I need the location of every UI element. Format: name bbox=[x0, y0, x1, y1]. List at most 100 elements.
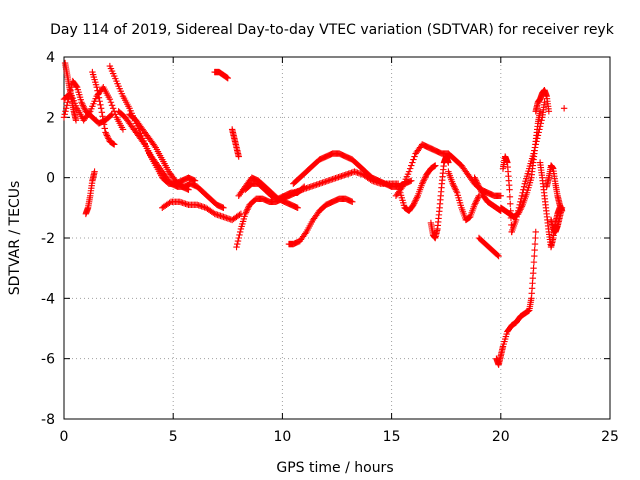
data-point-interp bbox=[236, 228, 244, 236]
y-axis-label: SDTVAR / TECUs bbox=[7, 181, 23, 296]
data-point-interp bbox=[79, 102, 87, 109]
x-tick-label: 15 bbox=[383, 429, 401, 445]
data-point bbox=[471, 201, 478, 209]
data-points bbox=[60, 59, 568, 368]
data-point bbox=[220, 204, 227, 212]
data-point-interp bbox=[533, 138, 540, 145]
data-point bbox=[91, 168, 98, 175]
data-point bbox=[530, 150, 537, 157]
data-point-interp bbox=[99, 113, 106, 120]
data-point bbox=[541, 99, 548, 106]
data-point-interp bbox=[477, 186, 484, 193]
data-point bbox=[106, 96, 114, 103]
data-point-interp bbox=[474, 180, 481, 187]
data-point bbox=[242, 210, 249, 218]
data-point-interp bbox=[515, 204, 523, 212]
data-point-interp bbox=[472, 175, 479, 183]
data-point-interp bbox=[79, 100, 86, 107]
data-point-interp bbox=[235, 234, 242, 242]
data-point bbox=[517, 198, 524, 205]
data-point-interp bbox=[100, 121, 108, 128]
data-point-interp bbox=[236, 231, 243, 239]
data-point bbox=[530, 264, 537, 272]
data-point-interp bbox=[475, 182, 482, 189]
data-point-interp bbox=[234, 237, 242, 245]
y-tick-label: 0 bbox=[46, 171, 55, 187]
data-point bbox=[506, 186, 513, 193]
data-point bbox=[78, 99, 85, 106]
data-point bbox=[410, 201, 417, 209]
data-point-interp bbox=[532, 234, 539, 242]
data-point-interp bbox=[62, 108, 69, 115]
x-tick-label: 25 bbox=[601, 429, 619, 445]
data-point-interp bbox=[244, 206, 251, 213]
data-point bbox=[445, 159, 452, 166]
data-point bbox=[394, 180, 402, 187]
data-point bbox=[235, 153, 242, 160]
x-axis-label: GPS time / hours bbox=[276, 460, 393, 476]
data-point-interp bbox=[473, 197, 480, 204]
data-point-interp bbox=[398, 185, 405, 192]
data-point bbox=[512, 216, 520, 224]
data-point-interp bbox=[80, 103, 87, 110]
data-point bbox=[560, 105, 568, 112]
data-point-interp bbox=[109, 105, 117, 112]
data-point bbox=[418, 180, 426, 187]
data-point-interp bbox=[107, 99, 115, 106]
data-point-interp bbox=[95, 91, 102, 98]
data-point-interp bbox=[81, 105, 88, 112]
data-point bbox=[72, 117, 80, 124]
data-point bbox=[532, 228, 539, 236]
data-point-interp bbox=[520, 183, 528, 190]
y-tick-label: -4 bbox=[41, 291, 55, 307]
data-point-interp bbox=[507, 207, 514, 215]
data-point-interp bbox=[478, 189, 486, 196]
y-tick-label: -8 bbox=[41, 412, 55, 428]
data-point-interp bbox=[96, 98, 103, 105]
data-point bbox=[102, 129, 109, 136]
data-point-interp bbox=[514, 210, 521, 218]
data-point-interp bbox=[513, 213, 521, 221]
y-tick-label: 4 bbox=[46, 50, 55, 66]
data-point-interp bbox=[98, 109, 106, 116]
data-point-interp bbox=[234, 240, 241, 248]
data-point-interp bbox=[506, 193, 514, 200]
data-point bbox=[405, 168, 413, 175]
data-point-interp bbox=[451, 183, 458, 190]
data-point-interp bbox=[100, 117, 107, 124]
data-point bbox=[111, 141, 118, 148]
data-point-interp bbox=[452, 186, 459, 193]
data-point-interp bbox=[518, 192, 526, 199]
data-point-interp bbox=[531, 240, 539, 248]
data-point-interp bbox=[515, 207, 522, 215]
data-point-interp bbox=[421, 174, 429, 181]
data-point-interp bbox=[94, 87, 101, 94]
data-point-interp bbox=[73, 82, 80, 90]
data-point-interp bbox=[516, 201, 523, 209]
data-point-interp bbox=[536, 126, 543, 133]
data-point-interp bbox=[105, 135, 112, 142]
data-point-interp bbox=[450, 182, 457, 189]
data-point bbox=[471, 174, 478, 181]
x-tick-label: 10 bbox=[273, 429, 291, 445]
data-point-interp bbox=[151, 142, 158, 150]
data-point-interp bbox=[531, 246, 538, 254]
data-point-interp bbox=[411, 153, 418, 160]
data-point-interp bbox=[409, 159, 416, 166]
data-point bbox=[349, 198, 356, 205]
data-point-interp bbox=[507, 200, 514, 208]
data-point bbox=[119, 126, 127, 133]
x-tick-label: 5 bbox=[169, 429, 178, 445]
data-point-interp bbox=[104, 133, 111, 141]
data-point-interp bbox=[476, 185, 483, 192]
data-point-interp bbox=[474, 195, 481, 202]
data-point-interp bbox=[472, 177, 480, 184]
data-point bbox=[449, 180, 456, 187]
data-point-interp bbox=[103, 132, 111, 139]
data-point bbox=[294, 204, 301, 212]
data-point-interp bbox=[107, 112, 115, 119]
data-point-interp bbox=[406, 165, 414, 172]
axis-ticks: 0 5 10 15 20 25 -8 -6 -4 -2 0 2 4 bbox=[41, 50, 619, 445]
data-point bbox=[534, 132, 542, 139]
